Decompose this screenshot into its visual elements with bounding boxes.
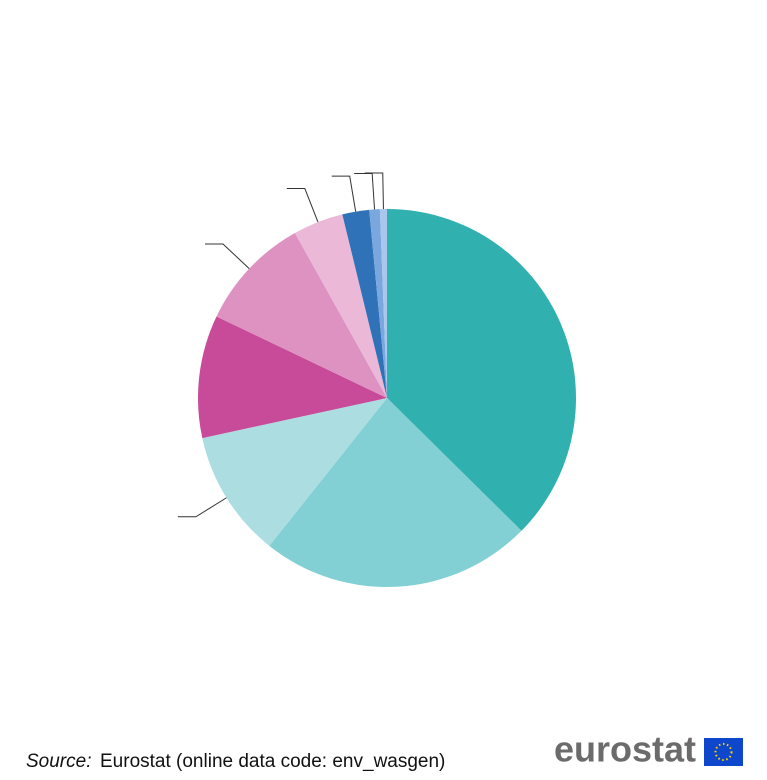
- pie-slice: [269, 398, 522, 587]
- pie-slice: [379, 209, 387, 398]
- logo-text: eurostat: [554, 729, 696, 770]
- eu-flag: [704, 738, 743, 766]
- flag: [704, 738, 743, 766]
- pie-slice: [369, 209, 387, 398]
- leader-line: [331, 175, 357, 212]
- leader-line: [364, 172, 384, 210]
- source-text: Eurostat (online data code: env_wasgen): [100, 751, 445, 772]
- leader-line: [204, 243, 250, 269]
- pie-slice: [342, 209, 387, 398]
- leader-line: [177, 497, 227, 518]
- source-label: Source:: [26, 751, 91, 772]
- pie-slice: [294, 214, 387, 398]
- flag-stars: [714, 743, 733, 761]
- pie-slice: [216, 232, 387, 398]
- leader-line: [354, 172, 376, 210]
- pie-slice: [202, 398, 387, 546]
- pie-slice: [387, 209, 576, 531]
- pie-slice: [198, 316, 387, 439]
- leader-line: [286, 188, 319, 223]
